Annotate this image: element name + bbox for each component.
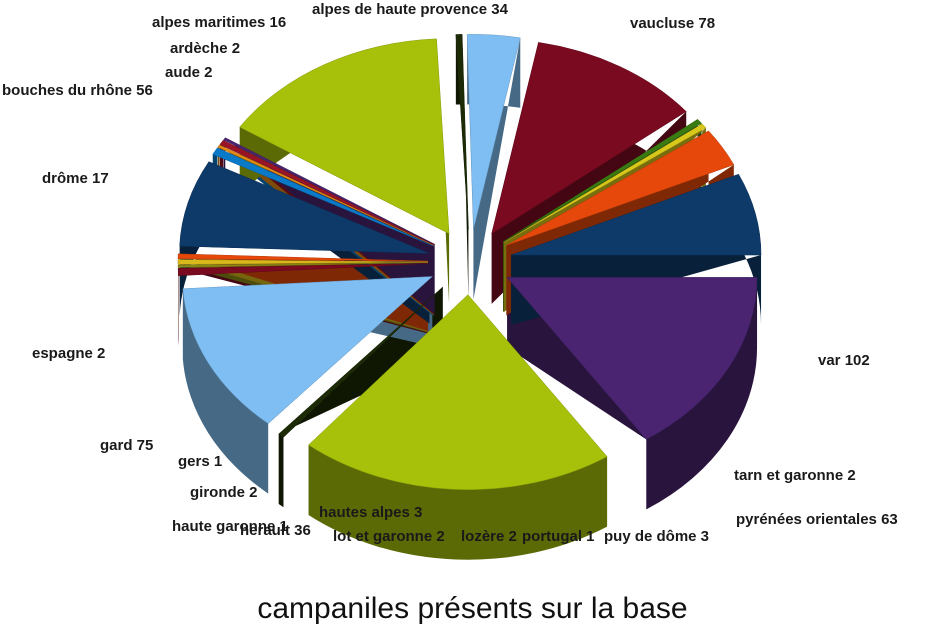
slice-alpes-maritimes <box>506 130 735 246</box>
data-label-drôme: drôme 17 <box>42 170 109 187</box>
slice-pyrénées-orientales <box>182 276 434 424</box>
slice-aude <box>502 119 702 242</box>
chart-title: campaniles présents sur la base <box>257 592 688 625</box>
slice-side-tarn-et-garonne <box>278 286 443 508</box>
data-label-gard: gard 75 <box>100 437 153 454</box>
data-label-aude: aude 2 <box>165 64 213 81</box>
data-label-alpes-maritimes: alpes maritimes 16 <box>152 14 286 31</box>
data-label-var: var 102 <box>818 352 870 369</box>
slice-gironde <box>219 139 435 246</box>
slice-lot-et-garonne <box>177 253 429 262</box>
data-label-lozère: lozère 2 <box>461 528 517 545</box>
slice-herault <box>179 161 430 254</box>
data-label-espagne: espagne 2 <box>32 345 105 362</box>
data-label-portugal: portugal 1 <box>522 528 595 545</box>
data-label-ardèche: ardèche 2 <box>170 40 240 57</box>
slice-haute-garonne <box>217 144 434 246</box>
slice-alpes-de-haute-provence <box>510 173 762 256</box>
slice-tarn-et-garonne <box>278 286 443 438</box>
slice-side-drôme <box>467 34 521 300</box>
pie-slices <box>177 34 762 560</box>
slice-bouches-du-rhône <box>491 42 687 235</box>
slice-espagne <box>455 34 469 230</box>
slice-gers <box>223 137 435 245</box>
slice-vaucluse <box>506 277 758 440</box>
data-label-bouches-du-rhône: bouches du rhône 56 <box>2 82 153 99</box>
data-label-alpes-de-haute-provence: alpes de haute provence 34 <box>312 1 509 18</box>
data-label-lot-et-garonne: lot et garonne 2 <box>333 528 445 545</box>
data-label-tarn-et-garonne: tarn et garonne 2 <box>734 467 856 484</box>
data-label-gers: gers 1 <box>178 453 222 470</box>
slice-drôme <box>466 34 521 230</box>
data-label-hautes-alpes: hautes alpes 3 <box>319 504 422 521</box>
slice-var <box>308 294 608 490</box>
slice-portugal <box>177 262 429 268</box>
data-label-gironde: gironde 2 <box>190 484 258 501</box>
data-label-herault: herault 36 <box>240 522 311 539</box>
data-label-haute-garonne: haute garonne 1 <box>172 518 288 535</box>
slice-gard <box>239 38 450 235</box>
slice-ardèche <box>503 123 707 243</box>
slice-lozère <box>177 259 429 265</box>
slice-hautes-alpes <box>212 147 434 247</box>
slice-puy-de-dôme <box>177 263 429 276</box>
data-label-pyrénées-orientales: pyrénées orientales 63 <box>736 511 898 528</box>
slice-side-espagne <box>455 34 469 300</box>
data-label-puy-de-dôme: puy de dôme 3 <box>604 528 709 545</box>
slice-labels: vaucluse 78 var 102 tarn et garonne 2 pyrén… <box>2 1 898 545</box>
data-label-vaucluse: vaucluse 78 <box>630 15 715 32</box>
